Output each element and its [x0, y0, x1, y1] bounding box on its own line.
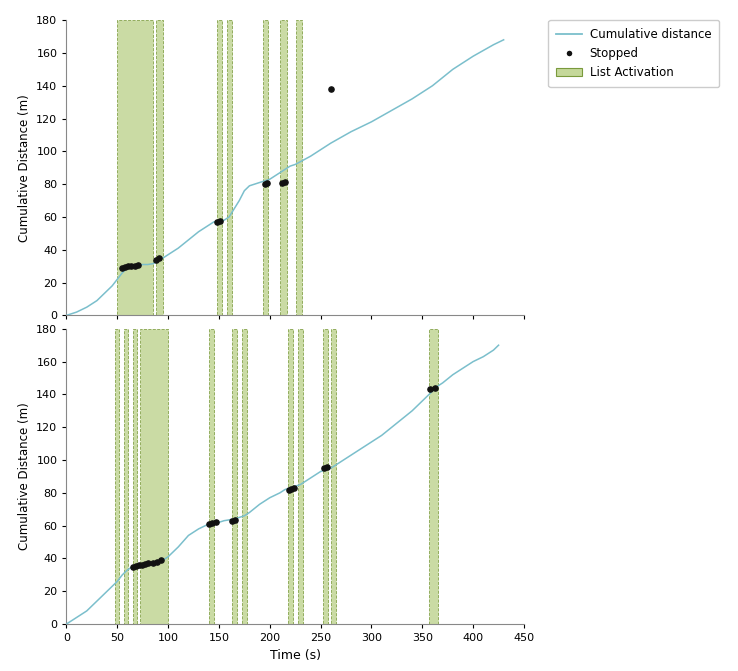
Bar [156, 20, 163, 315]
Point [136, 560, 148, 570]
Point [261, 178, 272, 189]
Bar [117, 20, 153, 315]
Bar [209, 329, 214, 624]
Bar [115, 329, 120, 624]
Point [210, 517, 222, 527]
Point [133, 560, 145, 570]
Bar [296, 20, 303, 315]
Point [230, 515, 241, 525]
Point [206, 518, 218, 529]
Point [123, 261, 134, 272]
Point [127, 561, 139, 572]
X-axis label: Time (s): Time (s) [269, 649, 321, 662]
Point [259, 178, 271, 189]
Point [130, 560, 142, 571]
Point [120, 262, 131, 272]
Point [131, 260, 143, 270]
Bar [280, 20, 287, 315]
Point [283, 484, 295, 495]
Point [117, 262, 128, 273]
Point [318, 463, 330, 474]
Point [153, 252, 165, 263]
Point [125, 261, 137, 272]
Point [429, 382, 441, 393]
Point [424, 384, 436, 395]
Point [227, 515, 238, 526]
Point [203, 519, 215, 529]
Point [279, 176, 291, 187]
Point [128, 260, 140, 271]
Point [155, 555, 167, 566]
Bar [139, 329, 168, 624]
Point [142, 558, 154, 569]
Point [285, 483, 297, 494]
Bar [242, 329, 247, 624]
Bar [227, 20, 232, 315]
Point [139, 559, 151, 570]
Bar [133, 329, 137, 624]
Point [289, 482, 300, 493]
Point [150, 254, 162, 265]
Bar [263, 20, 268, 315]
Point [211, 217, 223, 227]
Point [151, 556, 163, 567]
Legend: Cumulative distance, Stopped, List Activation: Cumulative distance, Stopped, List Activ… [548, 20, 720, 87]
Y-axis label: Cumulative Distance (m): Cumulative Distance (m) [18, 94, 31, 242]
Point [325, 84, 337, 95]
Y-axis label: Cumulative Distance (m): Cumulative Distance (m) [18, 403, 31, 550]
Bar [331, 329, 336, 624]
Bar [430, 329, 438, 624]
Bar [298, 329, 303, 624]
Point [214, 215, 226, 226]
Bar [232, 329, 237, 624]
Bar [323, 329, 328, 624]
Bar [125, 329, 128, 624]
Point [321, 461, 333, 472]
Point [147, 557, 159, 568]
Bar [217, 20, 222, 315]
Bar [288, 329, 293, 624]
Point [276, 177, 288, 188]
